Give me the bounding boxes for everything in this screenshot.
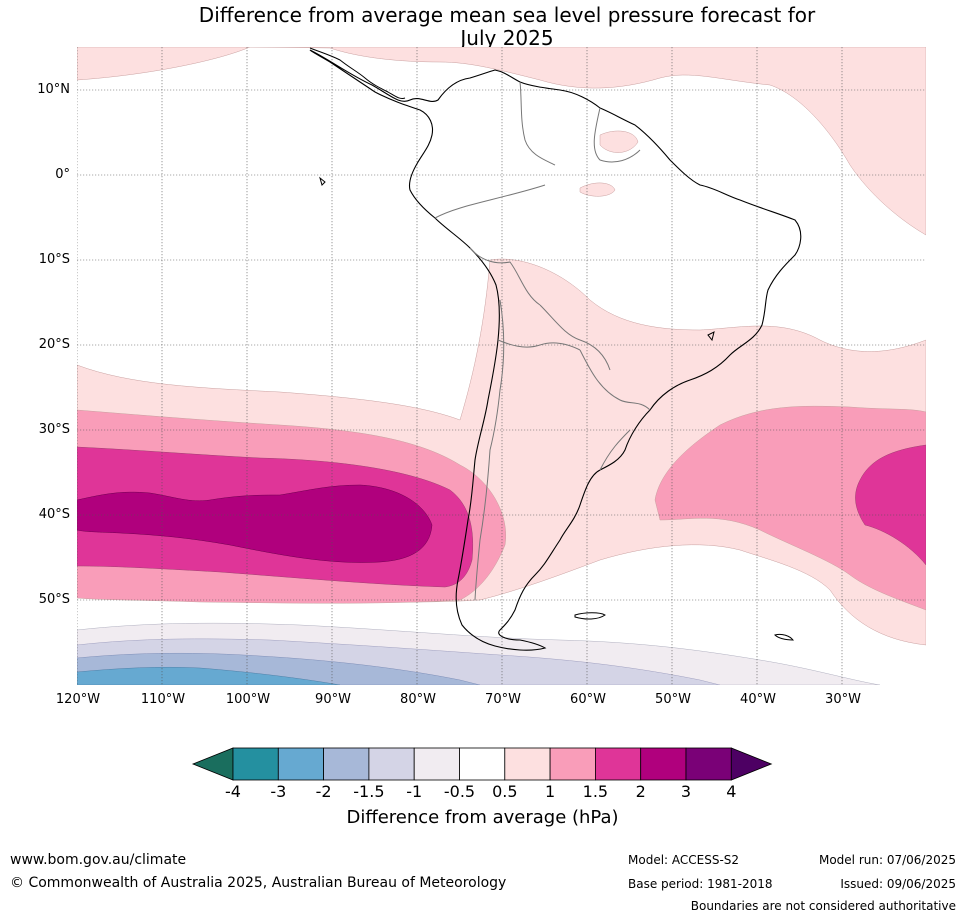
- issued-date: Issued: 09/06/2025: [840, 877, 956, 891]
- lon-label-120w: 120°W: [55, 692, 101, 707]
- website-url[interactable]: www.bom.gov.au/climate: [10, 852, 187, 868]
- colorbar-tick-label: -1: [406, 782, 423, 801]
- boundaries-disclaimer: Boundaries are not considered authoritat…: [690, 899, 956, 913]
- colorbar-cell: [277, 747, 325, 781]
- colorbar-cells: [191, 747, 773, 781]
- colorbar-tick-label: -4: [225, 782, 241, 801]
- colorbar-cell: [459, 747, 506, 781]
- colorbar: [191, 747, 773, 781]
- islands: [319, 176, 795, 641]
- colorbar-tick-label: 1: [545, 782, 556, 801]
- model-name: Model: ACCESS-S2: [628, 853, 740, 867]
- anomaly-atlantic-1-to-1.5: [654, 405, 926, 611]
- colorbar-tick-label: -2: [315, 782, 332, 801]
- colorbar-tick-label: -0.5: [443, 782, 476, 801]
- colorbar-extend-high: [730, 747, 773, 781]
- colorbar-cell: [594, 747, 642, 781]
- colorbar-tick-label: 3: [680, 782, 692, 801]
- anomaly-south-2-to-3: [77, 484, 433, 563]
- colorbar-extend-low: [191, 747, 234, 781]
- central-america-coastline: [309, 47, 406, 99]
- lat-label-40s: 40°S: [38, 507, 70, 522]
- lon-label-60w: 60°W: [570, 692, 606, 707]
- lat-label-0: 0°: [55, 167, 70, 182]
- colorbar-tick-label: 1.5: [582, 782, 609, 801]
- lat-label-30s: 30°S: [38, 422, 70, 437]
- lon-label-50w: 50°W: [655, 692, 691, 707]
- anomaly-field: [77, 47, 926, 685]
- lon-label-70w: 70°W: [485, 692, 521, 707]
- model-run: Model run: 07/06/2025: [818, 853, 956, 867]
- colorbar-title: Difference from average (hPa): [346, 807, 619, 828]
- colorbar-cell: [232, 747, 279, 781]
- colorbar-cell: [413, 747, 460, 781]
- colorbar-cell: [549, 747, 596, 781]
- title-line-1: Difference from average mean sea level p…: [198, 3, 816, 27]
- colorbar-tick-label: 4: [726, 782, 737, 801]
- colorbar-cell: [504, 747, 551, 781]
- lat-label-10s: 10°S: [38, 252, 70, 267]
- lon-label-30w: 30°W: [825, 692, 861, 707]
- colorbar-cell: [323, 747, 370, 781]
- colorbar-cell: [685, 747, 732, 781]
- base-period: Base period: 1981-2018: [628, 877, 773, 891]
- south-america-coastline: [309, 49, 802, 651]
- lat-label-50s: 50°S: [38, 592, 70, 607]
- copyright-notice: © Commonwealth of Australia 2025, Austra…: [10, 875, 507, 891]
- anomaly-north-patch-2: [599, 130, 639, 153]
- graticule: [77, 47, 926, 685]
- lon-label-100w: 100°W: [225, 692, 271, 707]
- title-line-2: July 2025: [460, 26, 554, 50]
- colorbar-cell: [640, 747, 687, 781]
- anomaly-atlantic-1.5-to-2: [855, 444, 926, 566]
- colorbar-tick-label: -1.5: [353, 782, 385, 801]
- lon-label-90w: 90°W: [315, 692, 351, 707]
- colorbar-tick-label: 2: [635, 782, 646, 801]
- colorbar-tick-label: -3: [270, 782, 287, 801]
- map-title: Difference from average mean sea level p…: [0, 4, 965, 50]
- lon-label-80w: 80°W: [400, 692, 436, 707]
- lat-label-20s: 20°S: [38, 337, 70, 352]
- lon-label-110w: 110°W: [140, 692, 186, 707]
- lat-label-10n: 10°N: [37, 82, 70, 97]
- country-borders: [434, 81, 651, 601]
- colorbar-cell: [368, 747, 415, 781]
- colorbar-tick-label: 0.5: [492, 782, 518, 801]
- lon-label-40w: 40°W: [740, 692, 776, 707]
- anomaly-south-neg-2: [77, 666, 341, 685]
- anomaly-north-patch: [579, 182, 616, 197]
